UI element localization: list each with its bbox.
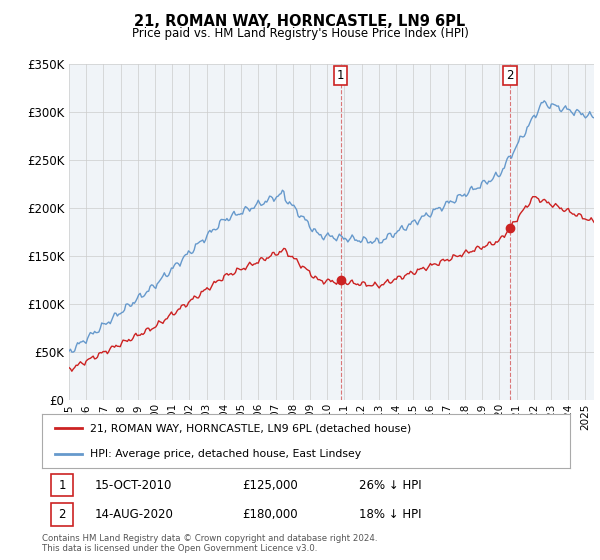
Text: 14-AUG-2020: 14-AUG-2020 (95, 508, 173, 521)
Text: 1: 1 (58, 479, 66, 492)
FancyBboxPatch shape (51, 503, 73, 526)
Text: 21, ROMAN WAY, HORNCASTLE, LN9 6PL: 21, ROMAN WAY, HORNCASTLE, LN9 6PL (134, 14, 466, 29)
Text: 21, ROMAN WAY, HORNCASTLE, LN9 6PL (detached house): 21, ROMAN WAY, HORNCASTLE, LN9 6PL (deta… (89, 423, 411, 433)
Text: £180,000: £180,000 (242, 508, 298, 521)
Text: £125,000: £125,000 (242, 479, 298, 492)
Text: 2: 2 (506, 69, 514, 82)
Text: 1: 1 (337, 69, 344, 82)
FancyBboxPatch shape (51, 474, 73, 496)
Text: 18% ↓ HPI: 18% ↓ HPI (359, 508, 421, 521)
Text: 2: 2 (58, 508, 66, 521)
Text: HPI: Average price, detached house, East Lindsey: HPI: Average price, detached house, East… (89, 449, 361, 459)
Text: Contains HM Land Registry data © Crown copyright and database right 2024.
This d: Contains HM Land Registry data © Crown c… (42, 534, 377, 553)
Text: Price paid vs. HM Land Registry's House Price Index (HPI): Price paid vs. HM Land Registry's House … (131, 27, 469, 40)
Text: 26% ↓ HPI: 26% ↓ HPI (359, 479, 421, 492)
Text: 15-OCT-2010: 15-OCT-2010 (95, 479, 172, 492)
